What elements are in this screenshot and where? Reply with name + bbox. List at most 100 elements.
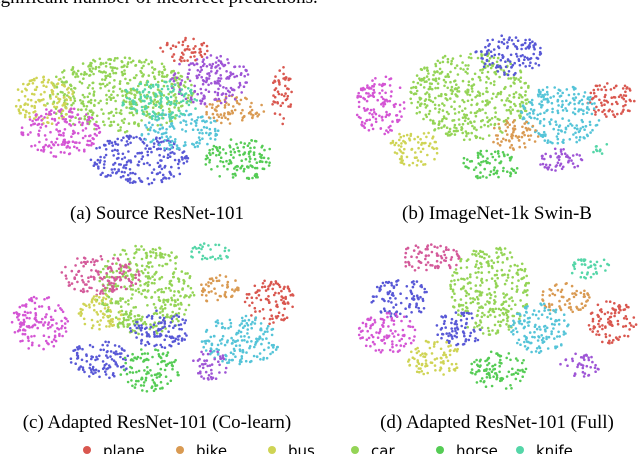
dot <box>527 281 530 285</box>
dot <box>134 244 137 248</box>
dot <box>464 64 468 67</box>
dot <box>217 63 220 67</box>
dot <box>504 123 507 126</box>
dot <box>140 376 144 380</box>
dot <box>484 53 487 56</box>
dot <box>417 252 420 256</box>
dot <box>429 99 433 103</box>
dot <box>134 103 138 106</box>
dot <box>125 65 129 68</box>
dot <box>259 328 262 332</box>
dot <box>60 114 64 118</box>
dot <box>508 94 511 97</box>
dot <box>282 300 286 303</box>
dot <box>144 343 147 347</box>
dot <box>438 61 442 65</box>
dot <box>479 68 482 72</box>
dot <box>108 321 112 325</box>
dot <box>523 142 526 145</box>
dot <box>191 247 195 250</box>
dot <box>65 317 68 321</box>
dot <box>193 84 196 88</box>
dot <box>467 117 470 121</box>
dot <box>177 319 180 323</box>
dot <box>122 166 125 169</box>
dot <box>61 91 64 94</box>
dot <box>144 58 148 62</box>
dot <box>198 48 201 51</box>
dot <box>57 97 60 100</box>
dot <box>420 285 424 289</box>
dot <box>185 109 188 113</box>
dot <box>434 62 437 66</box>
dot <box>110 358 114 361</box>
dot <box>509 53 513 57</box>
dot <box>634 323 638 326</box>
dot <box>160 290 163 294</box>
dot <box>200 68 203 72</box>
dot <box>470 87 474 90</box>
dot <box>474 254 478 257</box>
dot <box>116 257 120 260</box>
dot <box>621 87 625 90</box>
dot <box>589 260 592 264</box>
dot <box>214 292 217 295</box>
dot <box>112 71 115 75</box>
dot <box>184 38 187 42</box>
dot <box>45 85 48 88</box>
dot <box>466 99 470 103</box>
dot <box>214 243 217 247</box>
dot <box>536 117 539 121</box>
dot <box>252 153 256 156</box>
dot <box>550 168 553 172</box>
dot <box>230 342 234 345</box>
dot <box>117 302 120 305</box>
dot <box>156 124 160 127</box>
dot <box>243 335 246 338</box>
dot <box>146 340 149 344</box>
dot <box>205 131 208 135</box>
dot <box>281 101 285 105</box>
dot <box>168 116 172 120</box>
dot <box>88 67 91 71</box>
dot <box>133 386 137 389</box>
dot <box>80 108 83 112</box>
dot <box>167 286 171 290</box>
dot <box>487 48 491 52</box>
dot <box>183 338 186 341</box>
dot <box>264 289 268 292</box>
dot <box>513 61 516 65</box>
dot <box>504 311 508 315</box>
dot <box>163 139 167 142</box>
dot <box>113 59 116 62</box>
dot <box>465 134 468 138</box>
dot <box>604 269 607 272</box>
dot <box>548 163 552 167</box>
dot <box>234 344 238 348</box>
dot <box>157 73 161 76</box>
dot <box>168 282 172 285</box>
dot <box>162 84 166 88</box>
dot <box>177 315 181 319</box>
dot <box>154 311 157 315</box>
dot <box>170 361 174 364</box>
dot <box>227 61 230 65</box>
dot <box>184 130 188 133</box>
dot <box>182 84 186 87</box>
dot <box>107 89 111 93</box>
dot <box>106 259 110 263</box>
dot <box>425 290 428 294</box>
dot <box>604 335 608 339</box>
dot <box>129 141 132 145</box>
dot <box>390 90 393 93</box>
dot <box>159 46 162 50</box>
dot <box>607 317 610 321</box>
dot <box>502 313 506 316</box>
dot <box>145 110 149 114</box>
dot <box>83 117 87 121</box>
dot <box>240 355 244 358</box>
dot <box>493 80 496 83</box>
dot <box>158 153 161 157</box>
dot <box>203 102 207 106</box>
dot <box>470 98 474 102</box>
